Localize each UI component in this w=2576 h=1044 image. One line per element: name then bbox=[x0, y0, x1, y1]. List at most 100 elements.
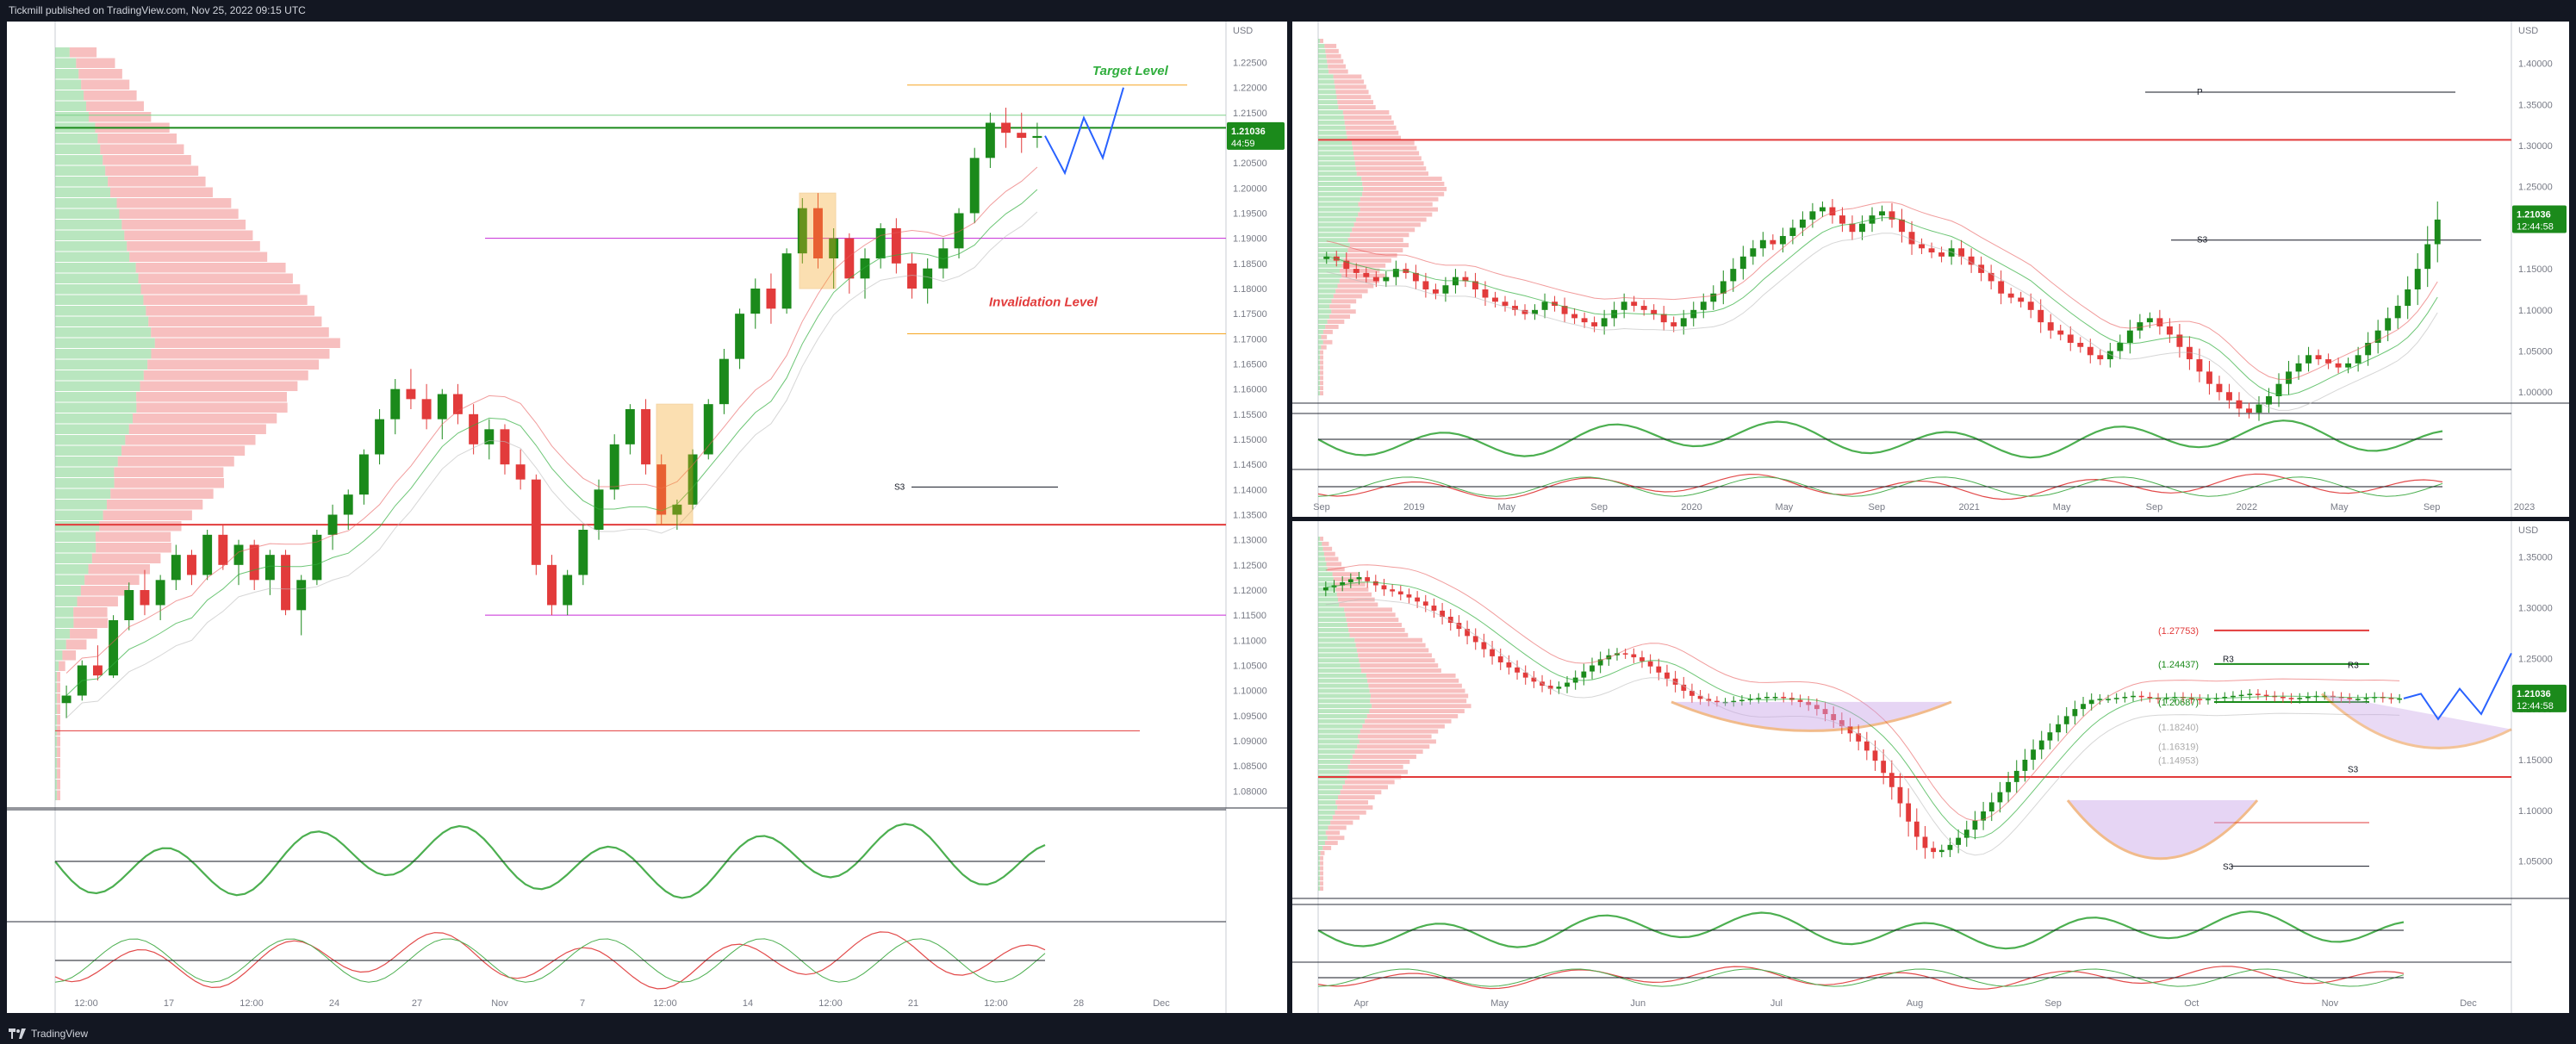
volume-profile-bar-red bbox=[1320, 355, 1323, 360]
candle-body bbox=[1581, 671, 1587, 678]
last-price-label: 1.21036 bbox=[1231, 127, 1266, 137]
candle-body bbox=[2097, 699, 2103, 700]
volume-profile-bar-green bbox=[55, 349, 152, 359]
candle-body bbox=[1779, 235, 1786, 245]
candle-body bbox=[2405, 289, 2411, 307]
volume-profile-bar-green bbox=[55, 488, 111, 499]
time-tick-label: 12:00 bbox=[653, 998, 677, 1009]
time-tick-label: 2020 bbox=[1681, 502, 1702, 513]
candle-body bbox=[1640, 657, 1645, 662]
volume-profile-bar-red bbox=[125, 435, 256, 445]
candle-body bbox=[2106, 351, 2113, 360]
price-tick-label: 1.00000 bbox=[2518, 388, 2553, 398]
candle-body bbox=[1928, 248, 1935, 253]
candle-body bbox=[1948, 248, 1955, 257]
chart-panel-daily[interactable]: 1.350001.300001.250001.200001.150001.100… bbox=[1292, 521, 2569, 1013]
candle-body bbox=[2138, 695, 2144, 698]
candle-body bbox=[2236, 400, 2243, 409]
projected-path bbox=[2403, 652, 2512, 721]
candle-body bbox=[625, 409, 635, 444]
volume-profile-bar-red bbox=[1340, 790, 1382, 795]
volume-profile-bar-red bbox=[84, 90, 137, 101]
volume-profile-bar-red bbox=[57, 693, 60, 704]
volume-profile-bar-green bbox=[55, 510, 103, 520]
volume-profile-bar-green bbox=[1318, 861, 1321, 866]
volume-profile-bar-green bbox=[55, 790, 58, 800]
volume-profile-bar-green bbox=[1318, 704, 1372, 709]
volume-profile-bar-red bbox=[1367, 678, 1459, 683]
candle-body bbox=[1381, 585, 1387, 590]
candle-body bbox=[1506, 662, 1512, 668]
highlight-box bbox=[799, 192, 837, 289]
candle-body bbox=[2238, 694, 2244, 697]
price-tick-label: 1.19500 bbox=[1233, 209, 1267, 220]
volume-profile-bar-red bbox=[1322, 329, 1333, 334]
candle-body bbox=[2006, 781, 2011, 792]
oscillator-line bbox=[1317, 966, 2405, 990]
candle-body bbox=[2295, 363, 2302, 372]
volume-profile-bar-green bbox=[1318, 653, 1359, 658]
volume-profile-bar-green bbox=[1318, 744, 1358, 749]
volume-profile-bar-red bbox=[96, 543, 171, 553]
candle-body bbox=[1956, 837, 1962, 845]
candle-body bbox=[703, 404, 713, 455]
candle-body bbox=[954, 213, 964, 249]
candle-body bbox=[1640, 306, 1647, 310]
price-tick-label: 1.30000 bbox=[2518, 141, 2553, 152]
volume-profile-bar-green bbox=[1318, 627, 1349, 632]
volume-profile-bar-red bbox=[1320, 861, 1323, 866]
candle-body bbox=[2156, 318, 2163, 326]
candle-body bbox=[2122, 696, 2128, 699]
volume-profile-bar-red bbox=[69, 47, 97, 58]
candle-body bbox=[1938, 252, 1945, 257]
volume-profile-bar-green bbox=[55, 693, 58, 704]
chart-daily-svg[interactable]: 1.350001.300001.250001.200001.150001.100… bbox=[1292, 521, 2569, 1013]
publisher-bar: Tickmill published on TradingView.com, N… bbox=[0, 0, 2576, 21]
moving-average-line bbox=[65, 189, 1038, 696]
volume-profile-bar-green bbox=[55, 457, 118, 467]
volume-profile-bar-red bbox=[1320, 537, 1323, 541]
volume-profile-bar-green bbox=[55, 69, 79, 79]
volume-profile-bar-green bbox=[1318, 182, 1363, 186]
volume-profile-bar-green bbox=[55, 134, 98, 144]
volume-profile-bar-green bbox=[55, 521, 100, 531]
price-tick-label: 1.18500 bbox=[1233, 259, 1267, 270]
chart-panel-main[interactable]: 1.225001.220001.215001.210001.205001.200… bbox=[7, 22, 1287, 1013]
candle-body bbox=[2038, 309, 2044, 323]
candle-body bbox=[1415, 597, 1421, 602]
candle-body bbox=[1456, 623, 1462, 630]
oscillator-line bbox=[1317, 473, 2443, 500]
candle-body bbox=[2315, 355, 2322, 360]
volume-profile-bar-red bbox=[1321, 334, 1328, 339]
candle-body bbox=[2222, 696, 2228, 699]
volume-profile-bar-green bbox=[1318, 658, 1360, 663]
volume-profile-bar-red bbox=[57, 780, 60, 790]
candle-body bbox=[2424, 244, 2431, 270]
volume-profile-bar-red bbox=[1335, 587, 1369, 592]
chart-main-svg[interactable]: 1.225001.220001.215001.210001.205001.200… bbox=[7, 22, 1287, 1013]
envelope-lower-line bbox=[65, 211, 1038, 718]
volume-profile-bar-green bbox=[55, 467, 115, 477]
volume-profile-bar-green bbox=[55, 327, 152, 338]
volume-profile-bar-red bbox=[151, 327, 329, 338]
volume-profile-bar-green bbox=[55, 381, 140, 391]
volume-profile-bar-green bbox=[55, 413, 134, 424]
candle-body bbox=[1720, 281, 1727, 294]
volume-profile-bar-red bbox=[57, 715, 60, 725]
volume-profile-bar-green bbox=[1318, 577, 1334, 581]
volume-profile-bar-red bbox=[1320, 39, 1323, 43]
chart-panel-weekly[interactable]: 1.400001.350001.300001.250001.200001.150… bbox=[1292, 22, 2569, 517]
volume-profile-bar-red bbox=[1362, 724, 1445, 729]
candle-body bbox=[2018, 297, 2025, 302]
candle-body bbox=[860, 258, 870, 279]
volume-profile-bar-red bbox=[1346, 253, 1397, 258]
volume-profile-bar-red bbox=[1330, 820, 1353, 825]
price-tick-label: 1.40000 bbox=[2518, 59, 2553, 70]
candle-body bbox=[2163, 698, 2169, 699]
chart-weekly-svg[interactable]: 1.400001.350001.300001.250001.200001.150… bbox=[1292, 22, 2569, 517]
candle-body bbox=[2397, 698, 2403, 700]
volume-profile-bar-green bbox=[1318, 212, 1359, 217]
time-tick-label: Sep bbox=[1869, 502, 1886, 513]
volume-profile-bar-green bbox=[55, 661, 59, 671]
candle-body bbox=[2088, 699, 2094, 705]
